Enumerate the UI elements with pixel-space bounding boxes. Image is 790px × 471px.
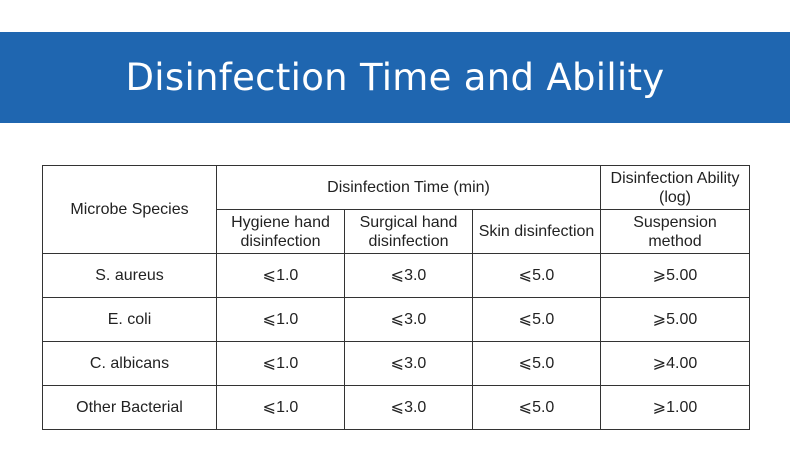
- cell-surgical: ⩽3.0: [344, 297, 473, 342]
- header-microbe-species: Microbe Species: [42, 165, 217, 254]
- header-disinfection-ability: Disinfection Ability (log): [600, 165, 750, 210]
- cell-skin: ⩽5.0: [472, 385, 601, 430]
- title-banner: Disinfection Time and Ability: [0, 32, 790, 123]
- cell-hygiene: ⩽1.0: [216, 385, 345, 430]
- cell-skin: ⩽5.0: [472, 253, 601, 298]
- subheader-suspension: Suspension method: [600, 209, 750, 254]
- header-disinfection-time: Disinfection Time (min): [216, 165, 601, 210]
- cell-species: C. albicans: [42, 341, 217, 386]
- cell-surgical: ⩽3.0: [344, 341, 473, 386]
- cell-surgical: ⩽3.0: [344, 253, 473, 298]
- subheader-skin: Skin disinfection: [472, 209, 601, 254]
- cell-ability: ⩾5.00: [600, 253, 750, 298]
- table-container: Microbe Species Disinfection Time (min) …: [42, 165, 750, 430]
- table-header-row: Microbe Species Disinfection Time (min) …: [42, 165, 750, 254]
- cell-skin: ⩽5.0: [472, 341, 601, 386]
- table-subheader-row: Hygiene hand disinfection Surgical hand …: [43, 209, 750, 254]
- table-row: C. albicans ⩽1.0 ⩽3.0 ⩽5.0 ⩾4.00: [42, 341, 750, 386]
- cell-ability: ⩾5.00: [600, 297, 750, 342]
- cell-hygiene: ⩽1.0: [216, 297, 345, 342]
- cell-ability: ⩾1.00: [600, 385, 750, 430]
- table-row: E. coli ⩽1.0 ⩽3.0 ⩽5.0 ⩾5.00: [42, 297, 750, 342]
- cell-hygiene: ⩽1.0: [216, 341, 345, 386]
- subheader-surgical: Surgical hand disinfection: [344, 209, 473, 254]
- cell-species: E. coli: [42, 297, 217, 342]
- cell-species: S. aureus: [42, 253, 217, 298]
- cell-surgical: ⩽3.0: [344, 385, 473, 430]
- page-title: Disinfection Time and Ability: [125, 56, 665, 99]
- table-row: Other Bacterial ⩽1.0 ⩽3.0 ⩽5.0 ⩾1.00: [42, 385, 750, 430]
- subheader-hygiene: Hygiene hand disinfection: [216, 209, 345, 254]
- table-row: S. aureus ⩽1.0 ⩽3.0 ⩽5.0 ⩾5.00: [42, 253, 750, 298]
- cell-species: Other Bacterial: [42, 385, 217, 430]
- cell-hygiene: ⩽1.0: [216, 253, 345, 298]
- cell-skin: ⩽5.0: [472, 297, 601, 342]
- cell-ability: ⩾4.00: [600, 341, 750, 386]
- disinfection-table: Microbe Species Disinfection Time (min) …: [42, 165, 750, 430]
